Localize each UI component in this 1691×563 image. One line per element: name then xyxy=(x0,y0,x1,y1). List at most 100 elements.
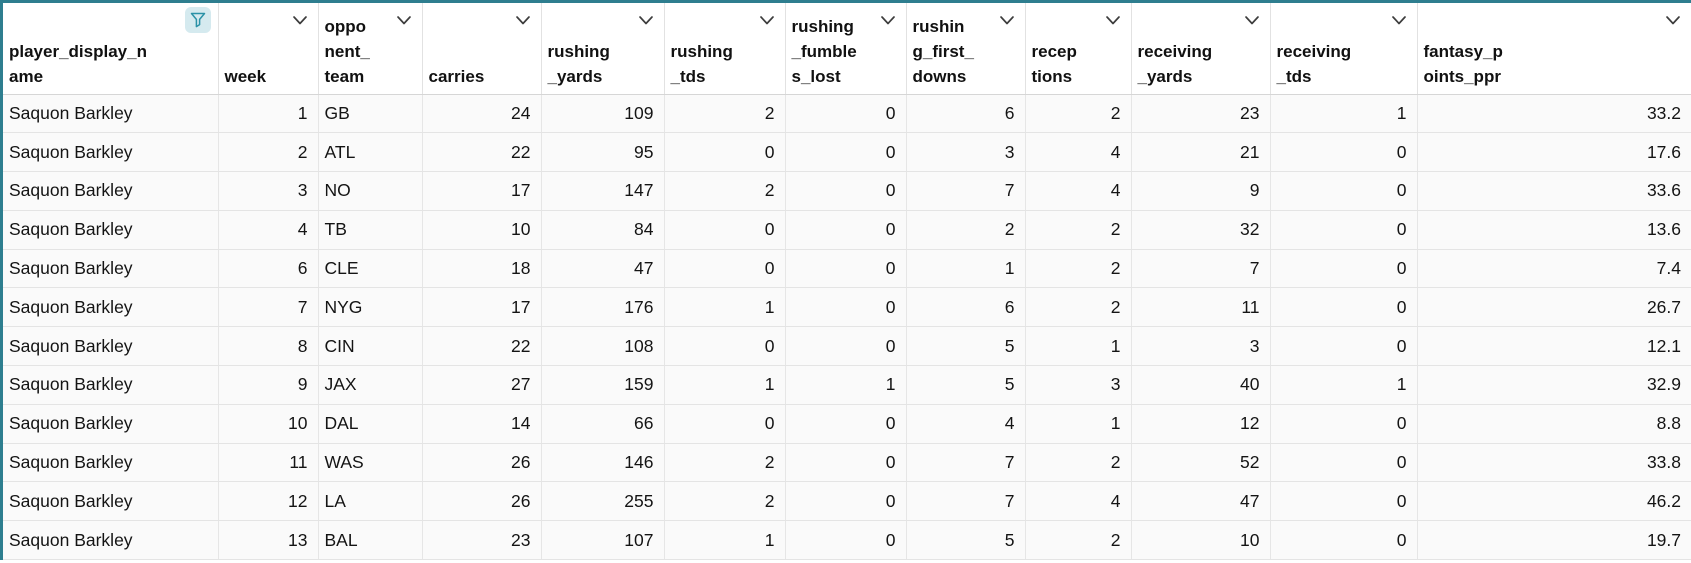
column-header-receiving_yards[interactable]: receiving _yards xyxy=(1131,3,1271,95)
cell-player_display_name: Saquon Barkley xyxy=(3,520,219,561)
cell-rushing_fumbles_lost: 1 xyxy=(785,365,907,405)
cell-opponent_team: NO xyxy=(318,171,423,211)
cell-receiving_yards: 23 xyxy=(1131,94,1271,134)
cell-rushing_tds: 1 xyxy=(664,520,786,561)
cell-player_display_name: Saquon Barkley xyxy=(3,249,219,289)
column-header-receiving_tds[interactable]: receiving _tds xyxy=(1270,3,1418,95)
chevron-down-icon[interactable] xyxy=(396,11,412,25)
chevron-down-icon[interactable] xyxy=(515,11,531,25)
column-header-rushing_fumbles_lost[interactable]: rushing _fumble s_lost xyxy=(785,3,907,95)
table-row: Saquon Barkley 13 BAL 23 107 1 0 5 2 10 0 19.7 xyxy=(3,520,1691,561)
chevron-down-icon[interactable] xyxy=(1244,11,1260,25)
chevron-down-icon[interactable] xyxy=(1105,11,1121,25)
column-header-label: oppo nent_ team xyxy=(319,14,422,94)
column-header-label-line: player_display_n xyxy=(9,41,147,61)
chevron-down-icon[interactable] xyxy=(638,11,654,25)
cell-fantasy_points_ppr: 32.9 xyxy=(1417,365,1691,405)
cell-receiving_tds: 0 xyxy=(1270,481,1418,522)
cell-rushing_tds: 2 xyxy=(664,443,786,483)
cell-rushing_tds: 0 xyxy=(664,326,786,367)
cell-receiving_yards: 11 xyxy=(1131,287,1271,328)
cell-player_display_name: Saquon Barkley xyxy=(3,210,219,250)
cell-rushing_tds: 0 xyxy=(664,404,786,444)
table-row: Saquon Barkley 7 NYG 17 176 1 0 6 2 11 0 26.7 xyxy=(3,287,1691,328)
cell-player_display_name: Saquon Barkley xyxy=(3,94,219,134)
chevron-down-icon[interactable] xyxy=(292,11,308,25)
cell-receiving_tds: 0 xyxy=(1270,443,1418,483)
column-header-label-line: _fumble xyxy=(791,41,857,61)
column-header-label-line: s_lost xyxy=(791,66,841,86)
chevron-down-icon[interactable] xyxy=(1665,11,1681,25)
cell-rushing_yards: 84 xyxy=(541,210,665,250)
cell-player_display_name: Saquon Barkley xyxy=(3,404,219,444)
cell-rushing_first_downs: 6 xyxy=(906,287,1026,328)
cell-rushing_fumbles_lost: 0 xyxy=(785,287,907,328)
column-header-receptions[interactable]: recep tions xyxy=(1025,3,1132,95)
cell-rushing_tds: 0 xyxy=(664,210,786,250)
column-header-label-line: _tds xyxy=(670,66,706,86)
cell-opponent_team: TB xyxy=(318,210,423,250)
column-header-player_display_name[interactable]: player_display_n ame xyxy=(3,3,219,95)
cell-week: 4 xyxy=(218,210,319,250)
chevron-down-icon[interactable] xyxy=(759,11,775,25)
chevron-down-icon[interactable] xyxy=(999,11,1015,25)
cell-carries: 26 xyxy=(422,481,542,522)
column-header-label-line: carries xyxy=(428,66,485,86)
cell-player_display_name: Saquon Barkley xyxy=(3,132,219,173)
cell-rushing_tds: 0 xyxy=(664,132,786,173)
column-header-rushing_yards[interactable]: rushing _yards xyxy=(541,3,665,95)
cell-receptions: 2 xyxy=(1025,287,1132,328)
cell-player_display_name: Saquon Barkley xyxy=(3,171,219,211)
filter-icon[interactable] xyxy=(184,7,211,33)
chevron-down-icon[interactable] xyxy=(880,11,896,25)
cell-receiving_yards: 3 xyxy=(1131,326,1271,367)
cell-rushing_first_downs: 7 xyxy=(906,171,1026,211)
cell-week: 3 xyxy=(218,171,319,211)
cell-receiving_yards: 32 xyxy=(1131,210,1271,250)
cell-rushing_tds: 2 xyxy=(664,94,786,134)
cell-rushing_first_downs: 2 xyxy=(906,210,1026,250)
cell-receiving_yards: 10 xyxy=(1131,520,1271,561)
cell-week: 8 xyxy=(218,326,319,367)
cell-week: 1 xyxy=(218,94,319,134)
cell-fantasy_points_ppr: 8.8 xyxy=(1417,404,1691,444)
cell-receiving_tds: 0 xyxy=(1270,249,1418,289)
column-header-rushing_first_downs[interactable]: rushin g_first_ downs xyxy=(906,3,1026,95)
column-header-week[interactable]: week xyxy=(218,3,319,95)
column-header-rushing_tds[interactable]: rushing _tds xyxy=(664,3,786,95)
column-header-label-line: _yards xyxy=(1137,66,1193,86)
cell-carries: 24 xyxy=(422,94,542,134)
cell-rushing_fumbles_lost: 0 xyxy=(785,210,907,250)
cell-week: 11 xyxy=(218,443,319,483)
header-row: player_display_n ame week oppo nent_ team carr… xyxy=(3,3,1691,95)
cell-fantasy_points_ppr: 46.2 xyxy=(1417,481,1691,522)
cell-receiving_tds: 1 xyxy=(1270,365,1418,405)
table-row: Saquon Barkley 11 WAS 26 146 2 0 7 2 52 0 33.8 xyxy=(3,443,1691,483)
cell-opponent_team: GB xyxy=(318,94,423,134)
cell-receiving_yards: 21 xyxy=(1131,132,1271,173)
chevron-down-icon[interactable] xyxy=(1391,11,1407,25)
cell-receiving_yards: 12 xyxy=(1131,404,1271,444)
cell-rushing_yards: 107 xyxy=(541,520,665,561)
cell-rushing_fumbles_lost: 0 xyxy=(785,326,907,367)
data-grid: player_display_n ame week oppo nent_ team carr… xyxy=(3,3,1691,561)
cell-receiving_tds: 0 xyxy=(1270,520,1418,561)
cell-receiving_yards: 47 xyxy=(1131,481,1271,522)
cell-rushing_yards: 95 xyxy=(541,132,665,173)
column-header-label-line: rushin xyxy=(912,16,965,36)
cell-receiving_tds: 0 xyxy=(1270,404,1418,444)
column-header-fantasy_points_ppr[interactable]: fantasy_p oints_ppr xyxy=(1417,3,1691,95)
cell-rushing_first_downs: 7 xyxy=(906,443,1026,483)
cell-rushing_first_downs: 6 xyxy=(906,94,1026,134)
cell-rushing_fumbles_lost: 0 xyxy=(785,520,907,561)
column-header-label: receiving _tds xyxy=(1271,39,1417,94)
column-header-label-line: recep xyxy=(1031,41,1077,61)
cell-rushing_yards: 147 xyxy=(541,171,665,211)
cell-carries: 26 xyxy=(422,443,542,483)
cell-fantasy_points_ppr: 7.4 xyxy=(1417,249,1691,289)
column-header-opponent_team[interactable]: oppo nent_ team xyxy=(318,3,423,95)
grid-header: player_display_n ame week oppo nent_ team carr… xyxy=(3,3,1691,95)
column-header-carries[interactable]: carries xyxy=(422,3,542,95)
column-header-label-line: nent_ xyxy=(324,41,370,61)
